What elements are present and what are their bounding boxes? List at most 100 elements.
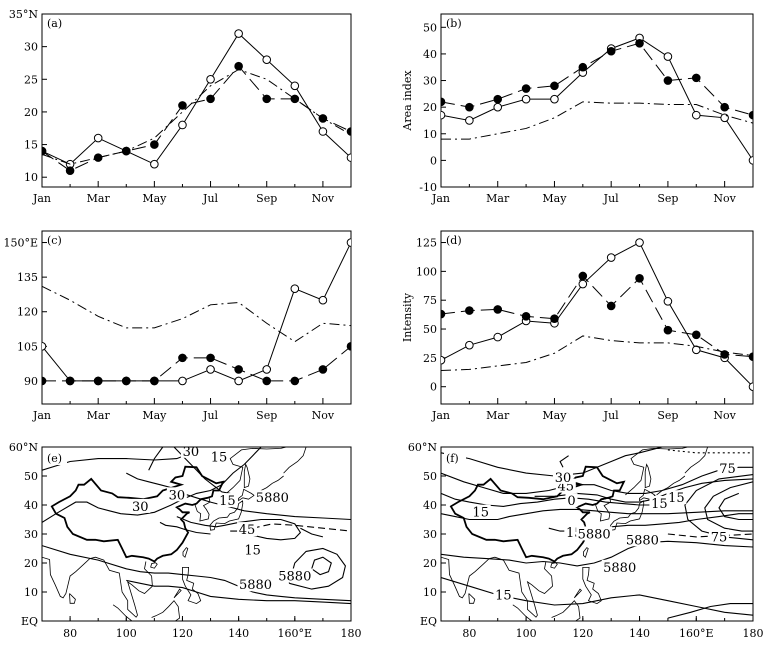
coastline — [224, 447, 287, 496]
y-tick-label: 60°N — [9, 441, 38, 454]
data-point-open-circle — [465, 116, 474, 125]
y-tick-label: 150°E — [3, 237, 38, 250]
data-point-filled-circle — [346, 342, 351, 351]
x-tick-label: 100 — [516, 627, 537, 640]
data-point-open-circle — [521, 94, 531, 104]
contour-label-bg — [649, 496, 670, 510]
y-tick-label: 75 — [423, 294, 437, 307]
y-tick-label: EQ — [21, 615, 38, 628]
data-point-open-circle — [748, 382, 753, 391]
island-outline — [550, 562, 558, 569]
data-point-filled-circle — [262, 94, 272, 104]
contour-label-bg — [242, 542, 263, 557]
data-point-open-circle — [748, 156, 753, 165]
contour-line — [441, 540, 753, 567]
island-outline — [150, 562, 158, 569]
x-tick-label: 160°E — [679, 627, 714, 640]
y-tick-label: 15 — [24, 139, 38, 152]
contour-line — [148, 447, 164, 471]
island-outline — [583, 547, 589, 558]
data-point-open-circle — [441, 355, 446, 365]
data-point-filled-circle — [290, 376, 300, 386]
contour-line — [441, 447, 663, 477]
y-tick-label: 40 — [423, 499, 437, 512]
data-point-filled-circle — [606, 46, 616, 56]
series-line-filled-circle — [441, 42, 753, 116]
island-outline — [639, 488, 656, 502]
y-tick-label: EQ — [420, 615, 437, 628]
y-tick-label: 20 — [24, 557, 38, 570]
data-point-filled-circle — [178, 101, 187, 110]
x-tick-label: Mar — [87, 192, 111, 205]
contour-label: 5880 — [278, 570, 311, 585]
y-tick-label: 135 — [17, 271, 38, 284]
data-point-open-circle — [550, 94, 559, 104]
y-tick-label: 105 — [17, 340, 38, 353]
data-point-open-circle — [691, 110, 701, 120]
x-tick-label: Sep — [657, 409, 678, 422]
x-tick-label: Mar — [486, 409, 510, 422]
x-tick-label: 140 — [629, 627, 650, 640]
y-tick-label: 50 — [423, 323, 437, 336]
data-point-filled-circle — [318, 365, 328, 374]
contour-line — [311, 556, 332, 576]
y-tick-label: 20 — [423, 557, 437, 570]
panel-label-b: (b) — [446, 17, 462, 30]
x-tick-label: Jul — [603, 192, 619, 205]
data-point-filled-circle — [663, 76, 673, 85]
contour-line — [288, 547, 346, 590]
y-tick-label: 10 — [24, 171, 38, 184]
y-tick-label: 10 — [423, 128, 437, 141]
data-point-filled-circle — [663, 325, 673, 335]
data-point-open-circle — [465, 340, 474, 350]
data-point-open-circle — [663, 297, 673, 306]
x-tick-label: Nov — [312, 192, 335, 205]
y-tick-label: 20 — [24, 106, 38, 119]
contour-label: 75 — [711, 530, 728, 545]
y-tick-label: 30 — [24, 528, 38, 541]
contour-label-bg — [601, 559, 638, 574]
y-tick-label: 30 — [423, 528, 437, 541]
contour-label: 5880 — [256, 491, 289, 506]
y-tick-label: 30 — [423, 75, 437, 88]
contour-line — [126, 579, 351, 605]
contour-line — [667, 603, 753, 619]
data-point-filled-circle — [691, 73, 701, 83]
data-point-open-circle — [493, 102, 503, 112]
data-point-open-circle — [346, 238, 351, 247]
data-point-filled-circle — [493, 94, 503, 104]
series-line-dash-dot — [441, 335, 753, 372]
contour-label-bg — [624, 532, 661, 547]
data-point-filled-circle — [178, 353, 187, 363]
series-group — [441, 238, 753, 391]
x-tick-label: 140 — [228, 627, 249, 640]
y-tick-label: 60°N — [408, 441, 437, 454]
contour-label-bg — [237, 577, 274, 592]
map-frame-e — [41, 446, 352, 622]
contour-label: 15 — [211, 451, 228, 466]
data-point-filled-circle — [720, 350, 729, 359]
series-group — [42, 29, 351, 175]
plot-frame-b — [440, 13, 754, 188]
contour-label-bg — [470, 504, 491, 519]
x-tick-label: May — [542, 409, 567, 422]
data-point-open-circle — [150, 159, 159, 169]
plot-frame-c — [41, 230, 352, 405]
coastline — [173, 588, 182, 599]
data-point-filled-circle — [93, 153, 103, 162]
panel-b: Jan Mar May Jul Sep Nov -10 0 10 20 30 40 50 (b) Area … — [401, 13, 754, 205]
contour-label: 15 — [651, 497, 668, 512]
contour-dotted — [667, 449, 753, 454]
x-tick-label: 120 — [572, 627, 593, 640]
data-point-open-circle — [578, 279, 588, 289]
data-point-filled-circle — [521, 84, 531, 93]
x-tick-label: May — [542, 192, 567, 205]
y-tick-label: 125 — [416, 237, 437, 250]
data-point-open-circle — [234, 29, 243, 38]
coastline — [441, 556, 553, 618]
contour-label: 75 — [719, 462, 736, 477]
panel-label-f: (f) — [446, 452, 459, 465]
data-point-filled-circle — [635, 273, 644, 283]
contour-line — [176, 516, 302, 541]
x-tick-label: Nov — [312, 409, 335, 422]
